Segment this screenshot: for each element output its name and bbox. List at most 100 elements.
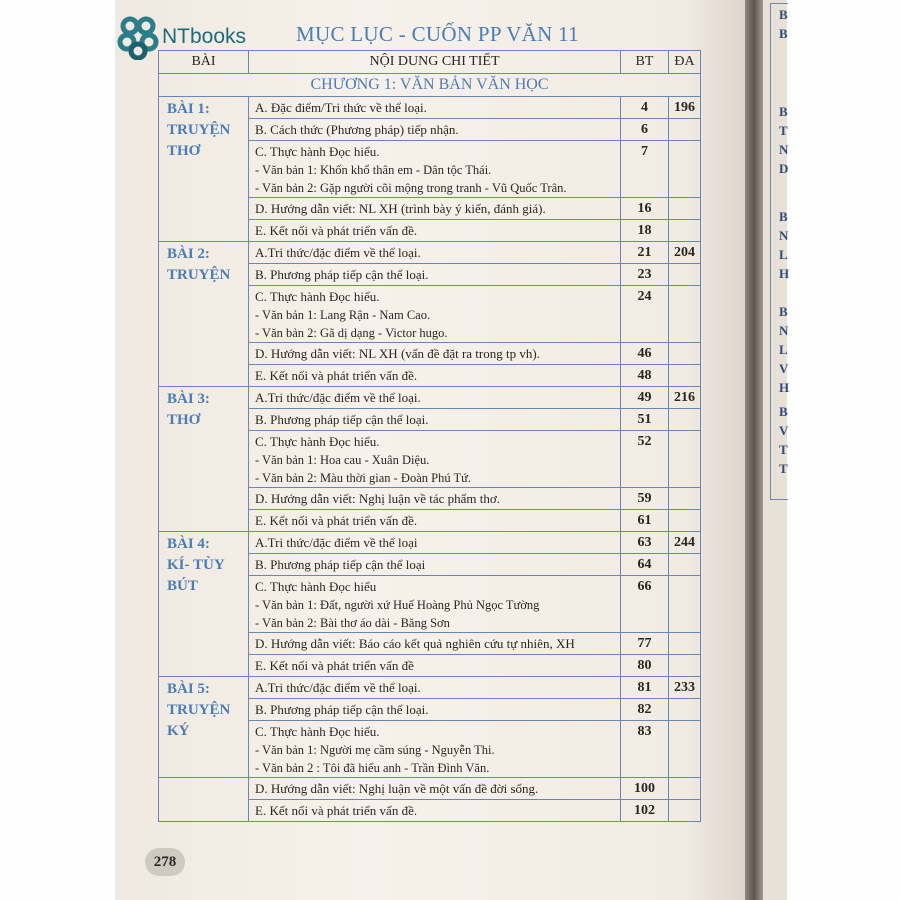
right-page-letter: T <box>779 442 788 457</box>
toc-entry: B. Cách thức (Phương pháp) tiếp nhận. <box>248 118 621 141</box>
da-page <box>668 575 701 633</box>
entry-title: A.Tri thức/đặc điểm về thể loại. <box>255 390 421 405</box>
table-row: BÀI 4: KÍ- TÙY BÚT A.Tri thức/đặc điểm về t… <box>158 531 701 677</box>
right-page-letter: B <box>779 405 788 419</box>
lesson-label: BÀI 2: TRUYỆN <box>158 241 249 387</box>
entry-subitem: - Văn bản 1: Hoa cau - Xuân Diệu. <box>255 453 430 467</box>
table-row: C. Thực hành Đọc hiểu - Văn bản 1: Đất, n… <box>159 575 701 633</box>
entry-title: C. Thực hành Đọc hiểu <box>255 579 377 594</box>
da-page <box>668 197 701 220</box>
bt-page: 24 <box>620 285 669 343</box>
toc-entry: E. Kết nối và phát triển vấn đề. <box>248 799 621 822</box>
da-page <box>668 799 701 822</box>
table-row: BÀI 5: TRUYỆN KÝ A.Tri thức/đặc điểm về thể… <box>158 676 701 778</box>
bt-page: 4 <box>620 96 669 119</box>
bt-page: 82 <box>620 698 669 721</box>
toc-entry: B. Phương pháp tiếp cận thể loại. <box>248 263 621 286</box>
right-page-letter: D <box>779 161 789 176</box>
bt-page: 23 <box>620 263 669 286</box>
da-page <box>668 553 701 576</box>
da-page: 216 <box>668 386 701 409</box>
toc-entry: E. Kết nối và phát triển vấn đề. <box>248 364 621 387</box>
table-row: D. Hướng dẫn viết: Nghị luận về một vấn … <box>158 777 701 822</box>
lesson-label-line: THƠ <box>167 412 201 428</box>
toc-entry: C. Thực hành Đọc hiểu - Văn bản 1: Đất, n… <box>248 575 621 633</box>
table-row: D. Hướng dẫn viết: Báo cáo kết quả nghiê… <box>159 632 701 655</box>
toc-entry: C. Thực hành Đọc hiểu. - Văn bản 1: Lang … <box>248 285 621 343</box>
right-page-letter: L <box>779 342 788 357</box>
bt-page: 83 <box>620 720 669 778</box>
table-row: C. Thực hành Đọc hiểu. - Văn bản 1: Khốn … <box>159 140 701 198</box>
da-page <box>668 509 701 532</box>
entry-title: E. Kết nối và phát triển vấn đề. <box>255 223 418 238</box>
right-page-letter: V <box>779 423 789 438</box>
entry-title: D. Hướng dẫn viết: NL XH (trình bày ý ki… <box>255 201 546 216</box>
toc-entry: D. Hướng dẫn viết: Báo cáo kết quả nghiê… <box>248 632 621 655</box>
toc-entry: D. Hướng dẫn viết: NL XH (vấn đề đặt ra … <box>248 342 621 365</box>
entry-title: B. Phương pháp tiếp cận thể loại. <box>255 412 429 427</box>
da-page <box>668 140 701 198</box>
ntbooks-logo: NTbooks <box>115 14 246 60</box>
right-page-letter: B <box>779 105 788 119</box>
da-page <box>668 118 701 141</box>
chapter-title: CHƯƠNG 1: VĂN BẢN VĂN HỌC <box>158 73 701 97</box>
toc-entry: A.Tri thức/đặc điểm về thể loại. <box>248 241 621 264</box>
da-page <box>668 219 701 242</box>
entry-subitem: - Văn bản 2 : Tôi đã hiểu anh - Trần Đìn… <box>255 761 490 775</box>
da-page <box>668 777 701 800</box>
toc-entry: C. Thực hành Đọc hiểu. - Văn bản 1: Hoa c… <box>248 430 621 488</box>
right-page-letter: V <box>779 361 789 376</box>
table-row: C. Thực hành Đọc hiểu. - Văn bản 1: Lang … <box>159 285 701 343</box>
da-page <box>668 632 701 655</box>
lesson-label-line: BÀI 1: <box>167 101 210 117</box>
lesson-label-line: TRUYỆN <box>167 702 231 718</box>
bt-page: 51 <box>620 408 669 431</box>
table-row: D. Hướng dẫn viết: Nghị luận về tác phẩm… <box>159 487 701 510</box>
toc-entry: E. Kết nối và phát triển vấn đề <box>248 654 621 677</box>
bt-page: 48 <box>620 364 669 387</box>
bt-page: 46 <box>620 342 669 365</box>
page-number: 278 <box>145 848 185 876</box>
toc-entry: E. Kết nối và phát triển vấn đề. <box>248 219 621 242</box>
right-page-letter: B <box>779 8 788 22</box>
toc-entry: C. Thực hành Đọc hiểu. - Văn bản 1: Người… <box>248 720 621 778</box>
right-page-table-edge <box>770 3 788 500</box>
toc-entry: A.Tri thức/đặc điểm về thể loại. <box>248 676 621 699</box>
bt-page: 61 <box>620 509 669 532</box>
entry-subitem: - Văn bản 2: Màu thời gian - Đoàn Phú Tứ… <box>255 471 472 485</box>
da-page <box>668 654 701 677</box>
lesson-label-line: BÀI 3: <box>167 391 210 407</box>
table-row: E. Kết nối và phát triển vấn đề. 48 <box>159 364 701 387</box>
entry-title: C. Thực hành Đọc hiểu. <box>255 144 380 159</box>
da-page <box>668 487 701 510</box>
header-bt: BT <box>620 50 669 74</box>
right-page-letter: N <box>779 142 789 157</box>
toc-entry: D. Hướng dẫn viết: Nghị luận về tác phẩm… <box>248 487 621 510</box>
lesson-label-line: BÀI 5: <box>167 681 210 697</box>
right-page-letter: B <box>779 26 788 41</box>
bt-page: 49 <box>620 386 669 409</box>
entry-title: D. Hướng dẫn viết: NL XH (vấn đề đặt ra … <box>255 346 540 361</box>
entry-title: A. Đặc điểm/Tri thức về thể loại. <box>255 100 427 115</box>
table-row: C. Thực hành Đọc hiểu. - Văn bản 1: Người… <box>159 720 701 778</box>
lesson-label-line: TRUYỆN <box>167 267 231 283</box>
entry-title: D. Hướng dẫn viết: Nghị luận về một vấn … <box>255 781 539 796</box>
right-page-letter: T <box>779 123 788 138</box>
lesson-label-line: KÍ- TÙY <box>167 557 225 573</box>
table-row: B. Cách thức (Phương pháp) tiếp nhận. 6 <box>159 118 701 141</box>
book-gutter <box>745 0 763 900</box>
toc-entry: B. Phương pháp tiếp cận thể loại. <box>248 408 621 431</box>
bt-page: 18 <box>620 219 669 242</box>
right-page-letter: B <box>779 305 788 319</box>
entry-title: B. Cách thức (Phương pháp) tiếp nhận. <box>255 122 459 137</box>
right-page-letter: H <box>779 380 789 395</box>
right-page-letter: N <box>779 228 789 243</box>
table-row: BÀI 2: TRUYỆN A.Tri thức/đặc điểm về thể l… <box>158 241 701 387</box>
da-page <box>668 285 701 343</box>
toc-table: BÀI NỘI DUNG CHI TIẾT BT ĐA CHƯƠNG 1: VĂ… <box>158 50 701 822</box>
